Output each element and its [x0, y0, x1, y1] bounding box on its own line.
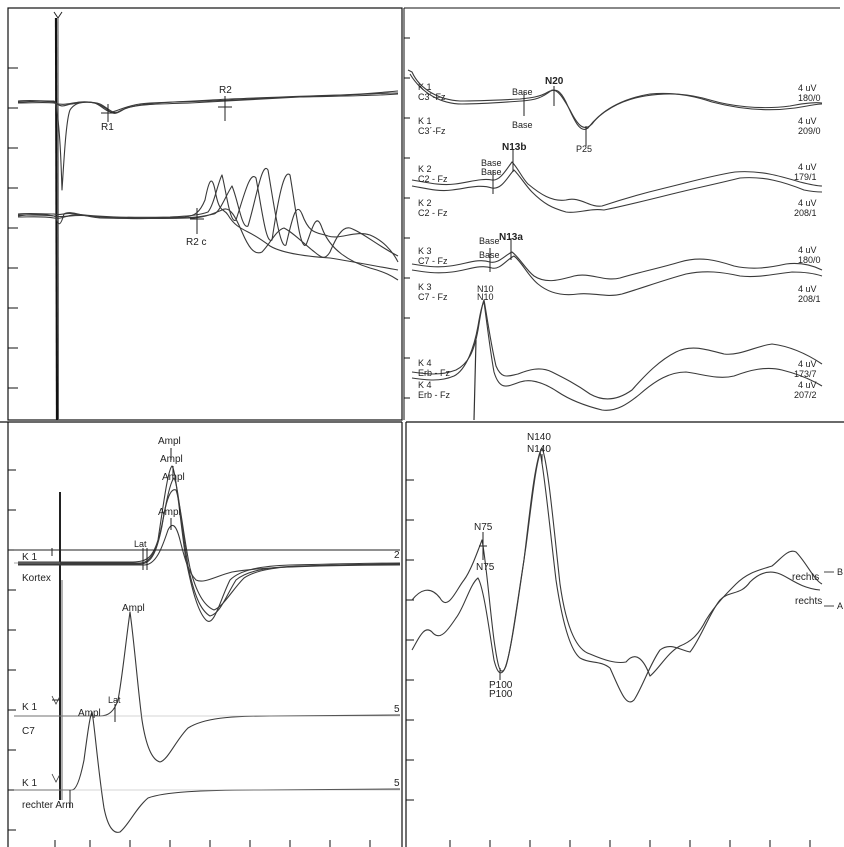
right-label-2: 2	[394, 550, 400, 561]
marker-r2c: R2 c	[186, 208, 207, 248]
label-ampl-6: Ampl	[78, 708, 101, 719]
ch-k2b-k: K 2	[418, 198, 432, 208]
vep-traces	[411, 447, 823, 703]
label-n10a: N10	[477, 284, 494, 294]
label-n20: N20	[545, 76, 564, 87]
cortex-traces	[17, 465, 401, 622]
ch-k1-c7-label: C7	[22, 726, 35, 737]
channel-k1: K 1 C3´-Fz K 1 C3´-Fz 4 uV 180/0 4 uV 20…	[407, 69, 823, 154]
label-ampl-2: Ampl	[160, 454, 183, 465]
label-p25: P25	[576, 144, 592, 154]
ch-k3a-k: K 3	[418, 246, 432, 256]
label-ampl-3: Ampl	[162, 472, 185, 483]
panel-bottom-right: N75 N75 N140 N140 P100 P100 rechts recht…	[405, 421, 844, 847]
ch-k3a-scale: 4 uV	[798, 245, 817, 255]
ch-k1a-lead: C3´-Fz	[418, 92, 446, 102]
label-n10b: N10	[477, 292, 494, 302]
right-label-5a: 5	[394, 704, 400, 715]
ch-k3a-count: 180/0	[798, 255, 821, 265]
label-n140-a: N140	[527, 432, 551, 443]
ch-k1-c7-k: K 1	[22, 702, 37, 713]
y-axis-ticks	[404, 37, 410, 399]
label-r2c: R2 c	[186, 237, 207, 248]
ch-k3b-scale: 4 uV	[798, 284, 817, 294]
ch-k1b-k: K 1	[418, 116, 432, 126]
panel-frame	[7, 7, 403, 421]
ch-k2b-count: 208/1	[794, 208, 817, 218]
label-base-k2a: Base	[481, 158, 502, 168]
ch-k1-cortex-k: K 1	[22, 552, 37, 563]
ch-k3b-k: K 3	[418, 282, 432, 292]
arm-trace	[14, 711, 401, 833]
upper-traces	[17, 90, 399, 191]
label-ampl-1: Ampl	[158, 436, 181, 447]
ch-k1-cortex-label: Kortex	[22, 573, 51, 584]
label-r2: R2	[219, 85, 232, 96]
label-n75-a: N75	[474, 522, 493, 533]
label-ampl-5: Ampl	[122, 603, 145, 614]
ch-k4a-count: 173/7	[794, 369, 817, 379]
ch-k4a-lead: Erb - Fz	[418, 368, 451, 378]
ch-k1b-lead: C3´-Fz	[418, 126, 446, 136]
y-axis-ticks	[8, 469, 16, 831]
y-axis-ticks	[406, 479, 414, 801]
label-r1: R1	[101, 122, 114, 133]
channel-k2: K 2 C2 - Fz K 2 C2 - Fz 4 uV 179/1 4 uV …	[411, 142, 823, 218]
label-base-k3a: Base	[479, 236, 500, 246]
ch-k1b-count: 209/0	[798, 126, 821, 136]
right-label-a: A	[837, 601, 843, 611]
ch-k2b-scale: 4 uV	[798, 198, 817, 208]
panel-top-left: R1 R2 R2 c	[7, 7, 403, 421]
label-lat-1: Lat	[134, 539, 147, 549]
ch-k2a-k: K 2	[418, 164, 432, 174]
marker-r2: R2	[218, 85, 232, 121]
label-rechts-b: rechts	[795, 596, 822, 607]
x-axis-ticks	[54, 840, 371, 847]
label-base-k1b: Base	[512, 120, 533, 130]
label-lat-2: Lat	[108, 695, 121, 705]
label-p100-b: P100	[489, 689, 513, 700]
ch-k4b-scale: 4 uV	[798, 380, 817, 390]
panel-top-right: K 1 C3´-Fz K 1 C3´-Fz 4 uV 180/0 4 uV 20…	[403, 7, 840, 421]
right-label-b: B	[837, 567, 843, 577]
ch-k4b-count: 207/2	[794, 390, 817, 400]
ch-k1a-count: 180/0	[798, 93, 821, 103]
ch-k2a-scale: 4 uV	[798, 162, 817, 172]
channel-k3: K 3 C7 - Fz K 3 C7 - Fz 4 uV 180/0 4 uV …	[411, 232, 823, 304]
ch-k1a-scale: 4 uV	[798, 83, 817, 93]
channel-k4: K 4 Erb - Fz K 4 Erb - Fz 4 uV 173/7 4 u…	[411, 284, 823, 421]
label-base-k3b: Base	[479, 250, 500, 260]
ch-k1b-scale: 4 uV	[798, 116, 817, 126]
ch-k4a-scale: 4 uV	[798, 359, 817, 369]
x-axis-ticks	[449, 840, 811, 847]
ch-k2b-lead: C2 - Fz	[418, 208, 448, 218]
label-base-k1a: Base	[512, 87, 533, 97]
marker-r1: R1	[101, 104, 115, 133]
ch-k2a-count: 179/1	[794, 172, 817, 182]
ch-k1-arm-label: rechter Arm	[22, 800, 74, 811]
panel-bottom-left: K 1 Kortex 2 Ampl Ampl Ampl Ampl Lat Amp…	[0, 421, 403, 847]
ch-k3a-lead: C7 - Fz	[418, 256, 448, 266]
ch-k3b-lead: C7 - Fz	[418, 292, 448, 302]
ch-k4b-k: K 4	[418, 380, 432, 390]
label-n140-b: N140	[527, 444, 551, 455]
y-axis-ticks	[8, 67, 18, 389]
ch-k2a-lead: C2 - Fz	[418, 174, 448, 184]
ch-k4a-k: K 4	[418, 358, 432, 368]
label-p100-a: P100	[489, 680, 513, 691]
ch-k1-arm-k: K 1	[22, 778, 37, 789]
label-base-k2b: Base	[481, 167, 502, 177]
c7-trace	[14, 611, 401, 763]
ch-k1a-k: K 1	[418, 82, 432, 92]
label-n13a: N13a	[499, 232, 523, 243]
label-n75-b: N75	[476, 562, 495, 573]
label-ampl-4: Ampl	[158, 507, 181, 518]
ch-k3b-count: 208/1	[798, 294, 821, 304]
ch-k4b-lead: Erb - Fz	[418, 390, 451, 400]
label-n13b: N13b	[502, 142, 526, 153]
right-label-5b: 5	[394, 778, 400, 789]
label-rechts-a: rechts	[792, 572, 819, 583]
lower-traces	[17, 167, 399, 281]
